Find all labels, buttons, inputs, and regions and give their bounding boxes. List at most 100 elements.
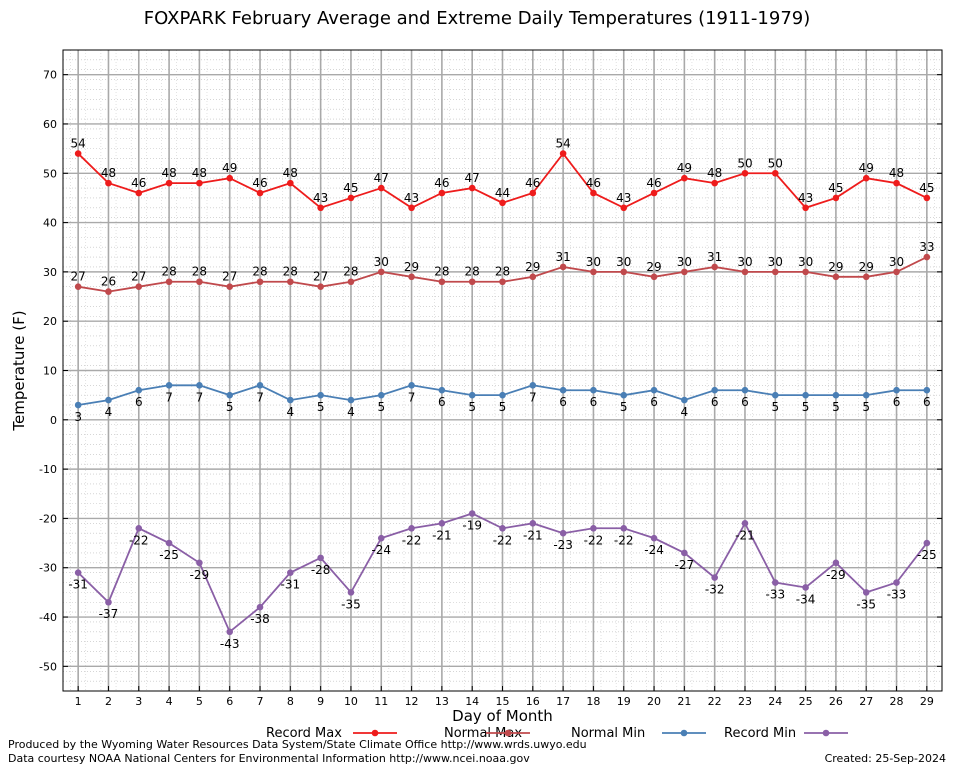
normal-max-point: [559, 263, 567, 271]
normal-max-point: [135, 283, 143, 290]
record-min-data-label: -43: [220, 637, 240, 651]
x-tick-label: 21: [677, 695, 691, 708]
record-min-point: [741, 520, 749, 527]
normal-min-point: [559, 386, 567, 394]
normal-max-data-label: 30: [374, 255, 389, 269]
normal-min-point: [893, 386, 900, 394]
record-max-point: [529, 189, 537, 197]
record-max-data-label: 48: [101, 166, 116, 180]
record-min-data-label: -22: [402, 533, 422, 547]
record-max-point: [650, 189, 658, 197]
normal-max-point: [499, 278, 506, 286]
record-min-point: [438, 520, 446, 527]
record-min-data-label: -21: [432, 528, 452, 542]
x-tick-label: 28: [890, 695, 904, 708]
record-max-data-label: 48: [192, 166, 207, 180]
x-tick-label: 1: [75, 695, 82, 708]
record-min-data-label: -34: [796, 592, 816, 606]
normal-max-data-label: 30: [616, 255, 631, 269]
record-max-data-label: 43: [313, 191, 328, 205]
normal-max-data-label: 31: [555, 250, 570, 264]
normal-min-data-label: 5: [832, 400, 840, 414]
normal-min-point: [681, 396, 688, 404]
normal-max-point: [468, 278, 476, 286]
record-max-data-label: 54: [71, 137, 86, 151]
normal-min-data-label: 6: [711, 395, 719, 409]
normal-min-data-label: 6: [650, 395, 658, 409]
record-max-point: [590, 189, 597, 197]
x-tick-label: 9: [317, 695, 324, 708]
normal-min-point: [711, 386, 718, 394]
y-tick-label: 0: [50, 414, 57, 427]
normal-min-point: [499, 391, 506, 399]
record-max-point: [196, 179, 203, 187]
record-min-point: [923, 539, 931, 547]
normal-max-data-label: 28: [252, 265, 267, 279]
x-tick-label: 24: [768, 695, 782, 708]
y-tick-label: 40: [43, 217, 57, 230]
record-min-data-label: -23: [553, 538, 573, 552]
legend-marker-record-max: [371, 729, 379, 737]
record-min-point: [590, 524, 597, 532]
record-max-data-label: 50: [737, 156, 752, 170]
normal-max-point: [650, 273, 658, 281]
normal-min-data-label: 4: [681, 405, 689, 419]
x-tick-label: 3: [135, 695, 142, 708]
normal-min-point: [196, 381, 203, 389]
x-tick-label: 20: [647, 695, 661, 708]
normal-min-data-label: 6: [135, 395, 143, 409]
normal-max-data-label: 33: [919, 240, 934, 254]
legend-marker-normal-max: [504, 729, 512, 737]
normal-min-data-label: 5: [620, 400, 628, 414]
normal-max-data-label: 27: [222, 270, 237, 284]
record-min-point: [468, 510, 476, 517]
normal-max-data-label: 28: [192, 265, 207, 279]
record-max-data-label: 43: [404, 191, 419, 205]
record-min-data-label: -31: [68, 578, 88, 592]
record-min-point: [650, 534, 658, 542]
record-min-data-label: -22: [614, 533, 634, 547]
y-tick-label: -20: [39, 512, 57, 525]
record-min-data-label: -31: [281, 578, 301, 592]
record-min-point: [711, 574, 718, 581]
record-min-point: [226, 628, 234, 636]
record-min-point: [620, 524, 628, 532]
normal-max-point: [620, 268, 628, 276]
y-tick-label: -10: [39, 463, 57, 476]
record-min-data-label: -37: [99, 607, 119, 621]
normal-max-point: [711, 263, 718, 271]
normal-min-point: [650, 386, 658, 394]
record-min-point: [832, 559, 840, 567]
record-min-data-label: -25: [917, 548, 937, 562]
record-min-data-label: -28: [311, 563, 331, 577]
record-max-point: [165, 179, 173, 187]
normal-min-data-label: 6: [893, 395, 901, 409]
normal-max-data-label: 30: [586, 255, 601, 269]
normal-min-data-label: 5: [377, 400, 385, 414]
normal-max-point: [771, 268, 779, 276]
record-min-data-label: -33: [887, 588, 907, 602]
normal-max-point: [741, 268, 749, 276]
legend-label-normal-max: Normal Max: [444, 726, 522, 741]
record-max-point: [802, 204, 809, 212]
x-tick-label: 4: [166, 695, 173, 708]
record-min-point: [862, 589, 870, 596]
record-max-data-label: 44: [495, 186, 510, 200]
record-min-point: [559, 529, 567, 537]
y-tick-label: 60: [43, 118, 57, 131]
normal-min-data-label: 6: [590, 395, 598, 409]
record-max-point: [893, 179, 900, 187]
record-max-point: [741, 169, 749, 177]
record-min-data-label: -32: [705, 583, 725, 597]
normal-max-point: [832, 273, 840, 281]
record-max-data-label: 50: [768, 156, 783, 170]
record-max-point: [105, 179, 112, 187]
x-tick-label: 23: [738, 695, 752, 708]
normal-min-point: [741, 386, 749, 394]
record-max-point: [438, 189, 446, 197]
normal-min-data-label: 7: [408, 390, 416, 404]
x-tick-label: 12: [405, 695, 419, 708]
record-min-point: [317, 554, 324, 562]
normal-max-point: [377, 268, 385, 276]
record-min-point: [681, 549, 688, 557]
